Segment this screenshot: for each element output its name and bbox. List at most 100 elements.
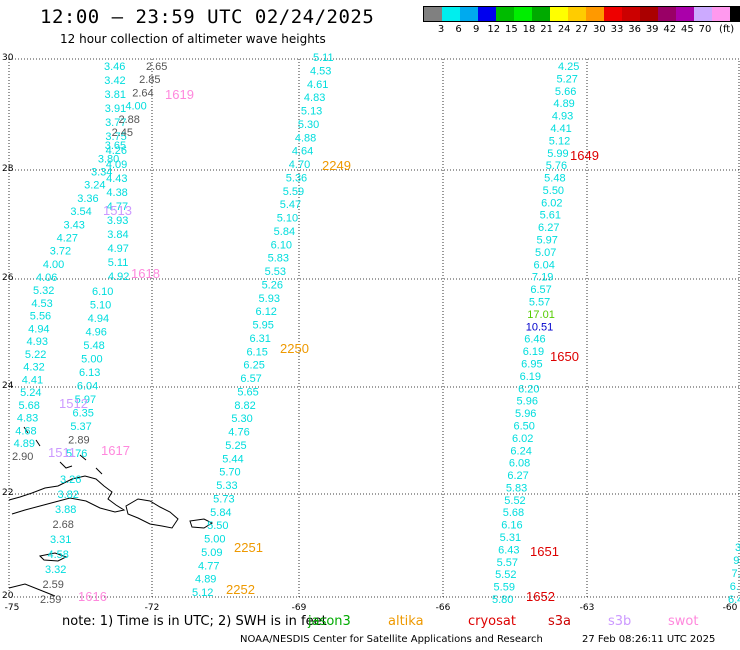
wave-height-value: 2.45 (112, 127, 133, 139)
wave-height-value: 5.11 (313, 52, 334, 64)
legend-label: 27 (575, 24, 589, 35)
legend-label: 6 (455, 24, 462, 35)
wave-height-value: 4.43 (106, 173, 127, 185)
wave-height-value: 3.34 (91, 167, 112, 179)
wave-height-value: 5.10 (277, 213, 298, 225)
wave-height-value: 5.52 (504, 495, 525, 507)
wave-height-value: 5.12 (192, 587, 213, 599)
wave-height-value: 4.27 (57, 232, 78, 244)
wave-height-value: 5.36 (286, 172, 307, 184)
wave-height-value: 4.38 (106, 187, 127, 199)
coastline-jamaica (38, 552, 68, 562)
wave-height-value: 9 (733, 555, 739, 567)
wave-height-value: 4.89 (195, 574, 216, 586)
legend-swatch (460, 7, 478, 21)
wave-height-value: 3.93 (107, 215, 128, 227)
pass-number-label: 1513 (103, 203, 132, 218)
longitude-label: -63 (579, 603, 595, 613)
wave-height-value: 5.95 (253, 320, 274, 332)
wave-height-value: 4.41 (22, 374, 43, 386)
altimeter-tracks: 3.46 3.42 3.81 3.91 3.77 3.75 4.26 4.09 4.43 4.38… (12, 52, 740, 606)
satellite-name-cryosat: cryosat (468, 614, 516, 629)
legend-swatch (568, 7, 586, 21)
coastline (8, 426, 214, 597)
wave-height-value: 6.02 (541, 197, 562, 209)
wave-height-value: 3.88 (55, 504, 76, 516)
wave-height-value: 3.43 (64, 219, 85, 231)
wave-height-value: 6.57 (530, 284, 551, 296)
wave-height-value: 4.77 (198, 560, 219, 572)
coastline-south (8, 583, 56, 597)
wave-height-value: 6.04 (77, 381, 98, 393)
wave-height-value: 3.72 (50, 246, 71, 258)
wave-height-value: 6.27 (538, 222, 559, 234)
legend-swatch (604, 7, 622, 21)
legend-label: 18 (522, 24, 536, 35)
legend-swatch (550, 7, 568, 21)
wave-height-value: 4.09 (106, 159, 127, 171)
legend-swatch (586, 7, 604, 21)
wave-height-value: 4.77 (107, 201, 128, 213)
wave-height-value: 4.83 (304, 92, 325, 104)
wave-height-value: 2.64 (132, 87, 153, 99)
wave-height-value: 3.80 (98, 153, 119, 165)
longitude-label: -66 (435, 603, 451, 613)
satellite-name-swot: swot (668, 614, 699, 629)
wave-height-value: 3 (735, 542, 740, 554)
wave-height-value: 2.85 (139, 74, 160, 86)
wave-height-value: 5.84 (210, 507, 231, 519)
wave-height-value: 4.61 (307, 79, 328, 91)
wave-height-value: 4.76 (228, 427, 249, 439)
wave-height-value: 5.68 (18, 400, 39, 412)
wave-height-value: 5.57 (497, 557, 518, 569)
wave-height-value: 5.10 (90, 300, 111, 312)
wave-height-value: 6.15 (246, 346, 267, 358)
legend-label: 42 (663, 24, 677, 35)
wave-height-value: 6.50 (513, 420, 534, 432)
wave-height-value: 4.89 (553, 98, 574, 110)
pass-number-label: 1617 (101, 443, 130, 458)
wave-height-value: 2.68 (53, 519, 74, 531)
wave-height-value: 10.51 (526, 321, 554, 333)
wave-height-value: 5.26 (262, 279, 283, 291)
coastline-hispaniola (125, 498, 179, 529)
wave-height-value: 3.84 (107, 229, 128, 241)
pass-number-label: 2250 (280, 341, 309, 356)
wave-height-value: 5.80 (492, 594, 513, 606)
legend-swatch (640, 7, 658, 21)
wave-height-value: 2.59 (40, 594, 61, 606)
wave-height-value: 7.19 (532, 272, 553, 284)
satellite-name-jason3: jason3 (308, 614, 351, 629)
wave-height-value: 5.66 (555, 86, 576, 98)
wave-height-value: 5.52 (495, 569, 516, 581)
wave-height-value: 2.59 (43, 579, 64, 591)
wave-height-value: 4.94 (28, 323, 49, 335)
longitude-label: -75 (4, 603, 20, 613)
wave-height-value: 5.47 (280, 199, 301, 211)
wave-height-value: 4.94 (88, 313, 109, 325)
generated-timestamp: 27 Feb 08:26:11 UTC 2025 (582, 634, 716, 645)
footer-note: note: 1) Time is in UTC; 2) SWH is in fe… (62, 614, 327, 629)
legend-swatch (676, 7, 694, 21)
coastline-puerto-rico (189, 518, 214, 529)
legend-label: 12 (487, 24, 501, 35)
wave-height-value: 4.53 (31, 298, 52, 310)
wave-height-value: 4.26 (106, 145, 127, 157)
pass-labels: 1619 2249 1649 1513 1618 2250 1650 1512 1511 1617… (48, 87, 599, 604)
wave-height-value: 6.02 (512, 433, 533, 445)
wave-height-value: 4.41 (550, 123, 571, 135)
legend-swatch (442, 7, 460, 21)
wave-height-value: 3.65 (105, 140, 126, 152)
wave-height-value: 5.97 (75, 394, 96, 406)
color-scale-swatches (423, 6, 740, 22)
wave-height-value: 5.70 (219, 467, 240, 479)
wave-height-value: 5.56 (30, 311, 51, 323)
wave-height-value: 5.07 (535, 247, 556, 259)
legend-swatch (532, 7, 550, 21)
wave-height-value: 4.97 (107, 243, 128, 255)
map-frame (8, 58, 740, 598)
wave-height-value: 4.68 (15, 425, 36, 437)
wave-height-value: 5.11 (108, 257, 129, 269)
wave-height-value: 6.35 (73, 408, 94, 420)
wave-height-value: 4.93 (27, 336, 48, 348)
